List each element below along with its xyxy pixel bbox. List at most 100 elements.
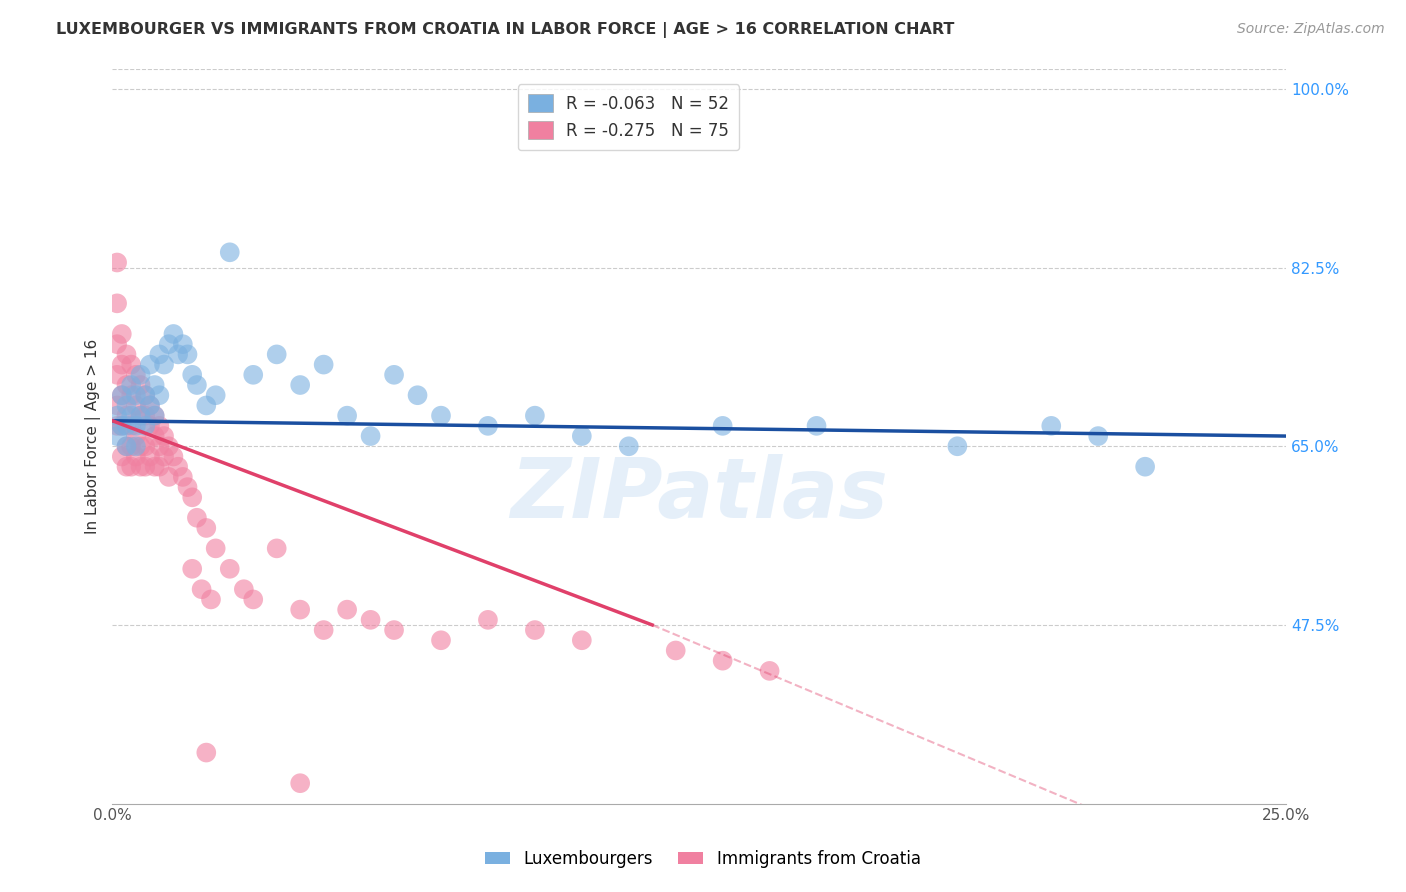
Point <box>148 459 170 474</box>
Point <box>111 418 134 433</box>
Point <box>139 358 162 372</box>
Point <box>134 418 156 433</box>
Point <box>105 409 128 423</box>
Legend: R = -0.063   N = 52, R = -0.275   N = 75: R = -0.063 N = 52, R = -0.275 N = 75 <box>517 84 740 150</box>
Point <box>143 378 166 392</box>
Point <box>711 654 734 668</box>
Point <box>129 439 152 453</box>
Point <box>312 623 335 637</box>
Point <box>162 450 184 464</box>
Point <box>711 418 734 433</box>
Point <box>129 368 152 382</box>
Point <box>153 358 176 372</box>
Point <box>758 664 780 678</box>
Point <box>105 368 128 382</box>
Point <box>115 347 138 361</box>
Point <box>266 347 288 361</box>
Point <box>143 409 166 423</box>
Point <box>195 399 218 413</box>
Point <box>153 429 176 443</box>
Point <box>806 418 828 433</box>
Text: ZIPatlas: ZIPatlas <box>510 454 889 535</box>
Point <box>186 510 208 524</box>
Point <box>946 439 969 453</box>
Point <box>172 470 194 484</box>
Point <box>125 399 148 413</box>
Point <box>120 418 142 433</box>
Point <box>176 347 198 361</box>
Point <box>111 418 134 433</box>
Point <box>115 418 138 433</box>
Point <box>477 613 499 627</box>
Point <box>115 439 138 453</box>
Point <box>129 409 152 423</box>
Point <box>336 602 359 616</box>
Point <box>115 409 138 423</box>
Point <box>120 409 142 423</box>
Point <box>105 337 128 351</box>
Point <box>162 326 184 341</box>
Point <box>360 613 382 627</box>
Point <box>312 358 335 372</box>
Point <box>157 337 180 351</box>
Point <box>153 450 176 464</box>
Point <box>288 378 311 392</box>
Point <box>665 643 688 657</box>
Point <box>167 347 190 361</box>
Point <box>242 368 264 382</box>
Point <box>111 358 134 372</box>
Point <box>111 326 134 341</box>
Point <box>190 582 212 597</box>
Point <box>242 592 264 607</box>
Text: LUXEMBOURGER VS IMMIGRANTS FROM CROATIA IN LABOR FORCE | AGE > 16 CORRELATION CH: LUXEMBOURGER VS IMMIGRANTS FROM CROATIA … <box>56 22 955 38</box>
Point <box>1040 418 1063 433</box>
Point <box>125 418 148 433</box>
Point <box>266 541 288 556</box>
Point <box>181 491 204 505</box>
Point <box>406 388 429 402</box>
Point <box>134 439 156 453</box>
Point <box>288 776 311 790</box>
Point <box>157 470 180 484</box>
Y-axis label: In Labor Force | Age > 16: In Labor Force | Age > 16 <box>86 338 101 533</box>
Point <box>571 633 593 648</box>
Point <box>105 429 128 443</box>
Point <box>430 633 453 648</box>
Point <box>139 399 162 413</box>
Point <box>134 459 156 474</box>
Point <box>120 388 142 402</box>
Point <box>143 459 166 474</box>
Point <box>115 439 138 453</box>
Point <box>115 459 138 474</box>
Point <box>148 439 170 453</box>
Point <box>382 623 405 637</box>
Point <box>105 296 128 310</box>
Point <box>120 358 142 372</box>
Point <box>120 378 142 392</box>
Point <box>125 450 148 464</box>
Point <box>200 592 222 607</box>
Point <box>129 378 152 392</box>
Point <box>204 541 226 556</box>
Point <box>125 388 148 402</box>
Point <box>143 409 166 423</box>
Point <box>143 429 166 443</box>
Point <box>181 562 204 576</box>
Point <box>477 418 499 433</box>
Point <box>430 409 453 423</box>
Point <box>204 388 226 402</box>
Point <box>111 388 134 402</box>
Legend: Luxembourgers, Immigrants from Croatia: Luxembourgers, Immigrants from Croatia <box>479 844 927 875</box>
Point <box>148 418 170 433</box>
Point <box>186 378 208 392</box>
Point <box>115 378 138 392</box>
Point <box>125 439 148 453</box>
Point <box>523 623 546 637</box>
Point <box>218 562 240 576</box>
Text: Source: ZipAtlas.com: Source: ZipAtlas.com <box>1237 22 1385 37</box>
Point <box>134 388 156 402</box>
Point <box>617 439 640 453</box>
Point <box>105 255 128 269</box>
Point <box>105 418 128 433</box>
Point <box>139 399 162 413</box>
